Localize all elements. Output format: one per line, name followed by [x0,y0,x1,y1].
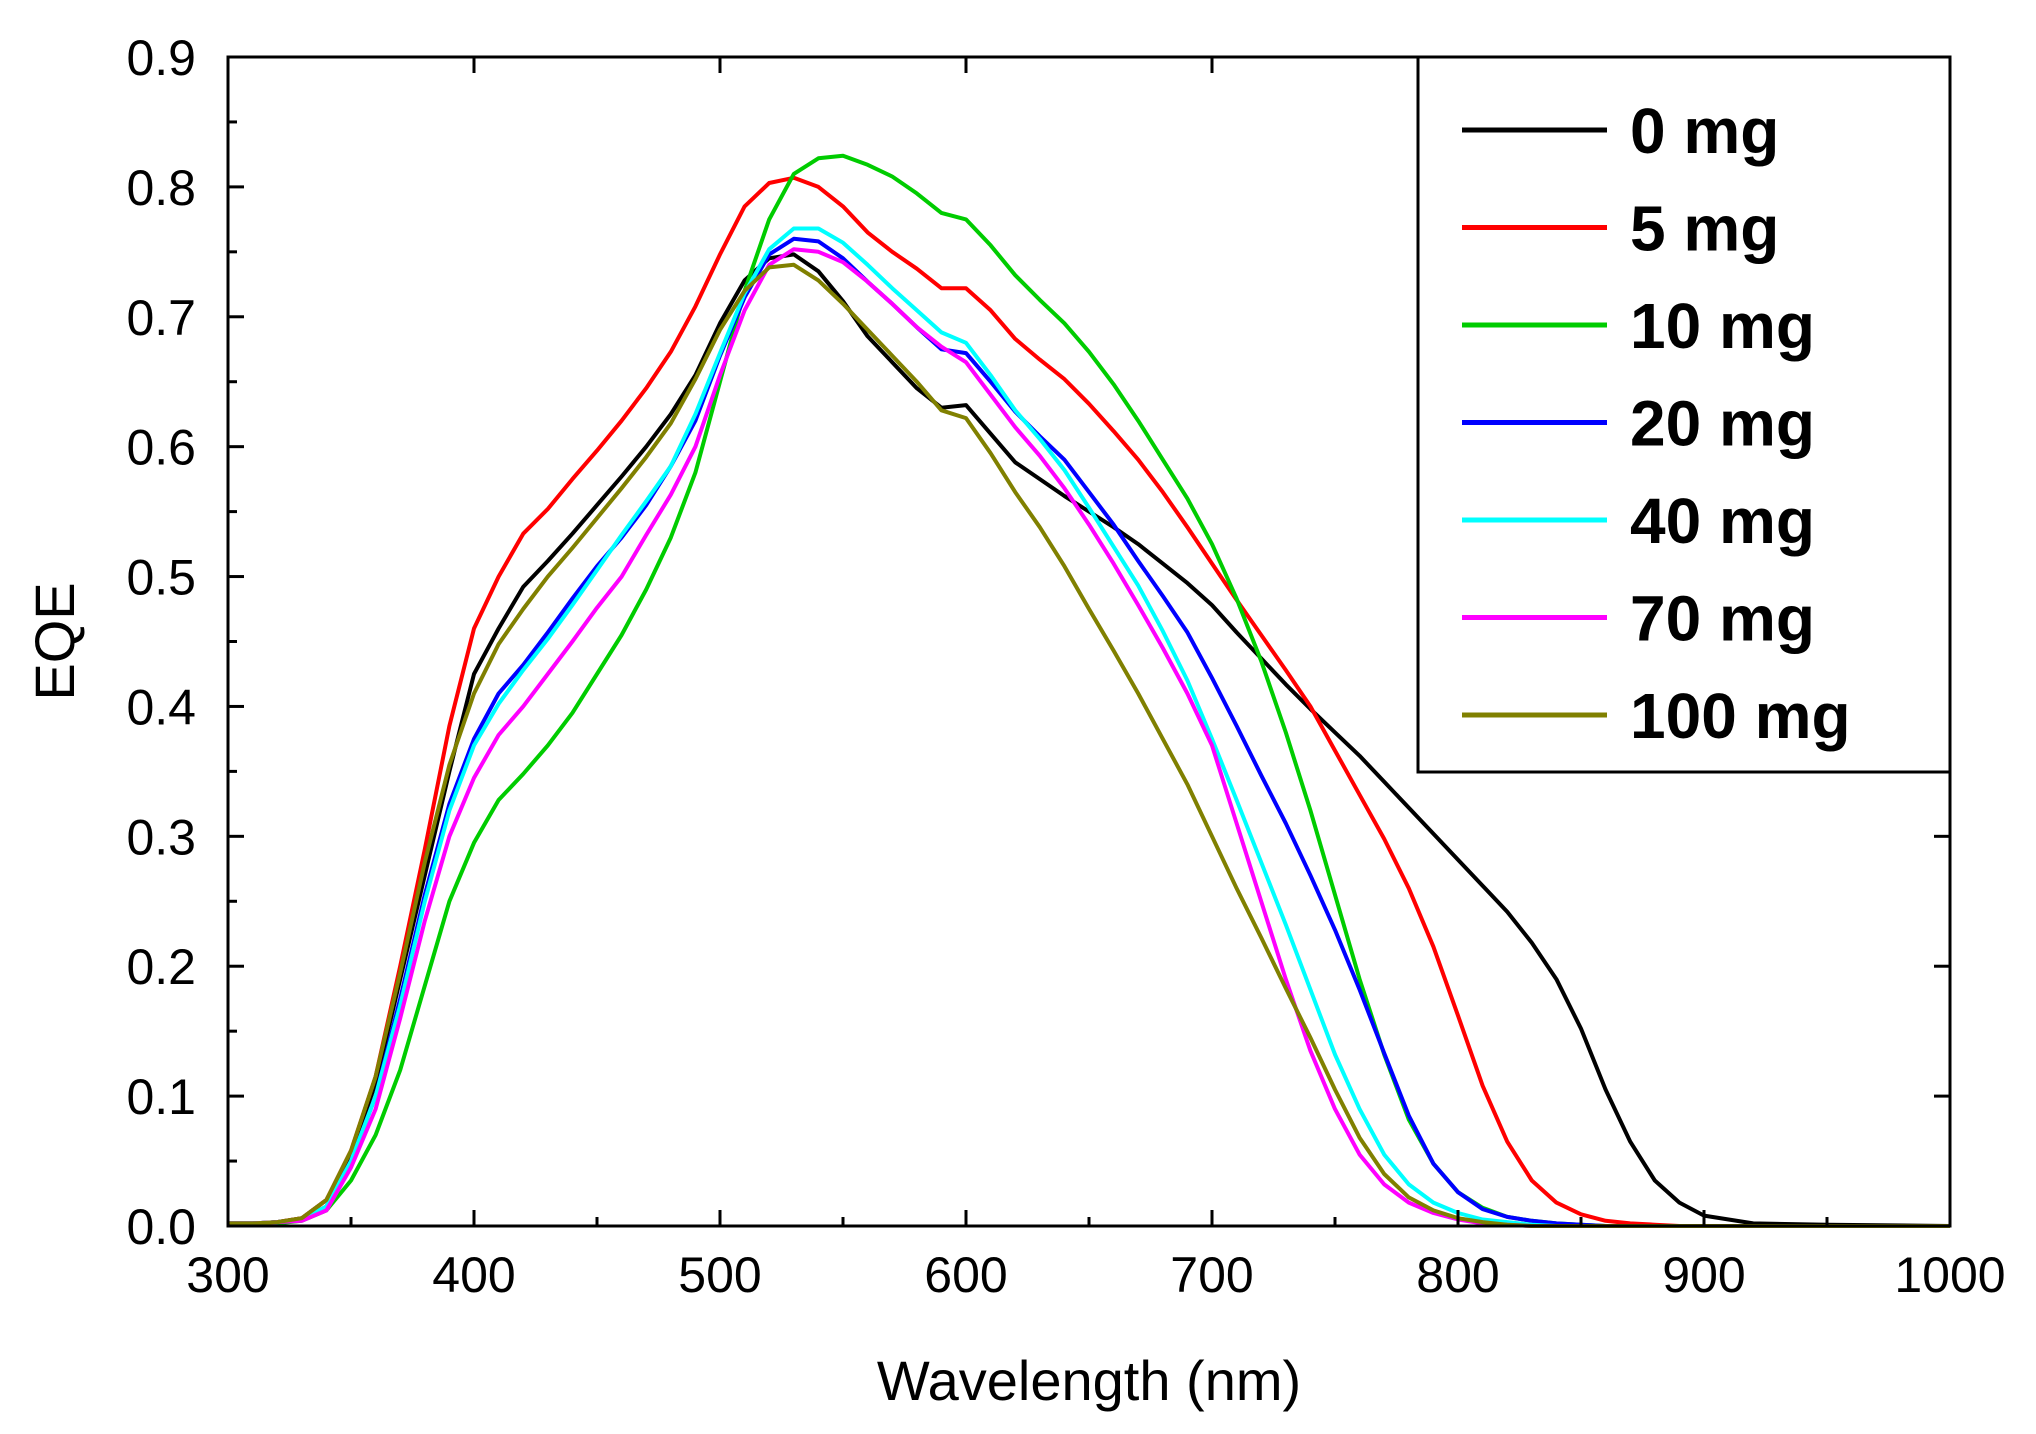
y-tick-label: 0.1 [126,1069,196,1125]
series-line-1 [228,175,1950,1228]
y-tick-label: 0.7 [126,290,196,346]
series-layer [228,153,1951,1228]
legend-label: 20 mg [1630,388,1815,460]
x-tick-label: 600 [924,1247,1007,1303]
x-tick-label: 900 [1662,1247,1745,1303]
axes-layer: 300 400 500 600 700 800 900 1000 0.0 0.1 0.2 0.3 0.4… [126,30,2005,1303]
x-tick-label: 400 [432,1247,515,1303]
series-line-3 [228,236,1950,1228]
y-axis-title: EQE [23,582,86,700]
x-tick-label: 500 [678,1247,761,1303]
legend-label: 5 mg [1630,193,1779,265]
y-tick-label: 0.4 [126,679,196,735]
x-tick-label: 700 [1170,1247,1253,1303]
x-tick-label: 800 [1416,1247,1499,1303]
y-tick-label: 0.9 [126,30,196,86]
y-tick-label: 0.5 [126,550,196,606]
y-tick-label: 0.6 [126,420,196,476]
x-tick-label: 300 [186,1247,269,1303]
legend-label: 100 mg [1630,680,1851,752]
x-axis-title: Wavelength (nm) [877,1349,1301,1412]
y-tick-label: 0.3 [126,809,196,865]
legend-label: 0 mg [1630,95,1779,167]
legend-box [1416,55,1952,774]
x-tick-label: 1000 [1894,1247,2005,1303]
legend-label: 40 mg [1630,485,1815,557]
series-line-0 [228,252,1951,1228]
y-tick-label: 0.0 [126,1199,196,1255]
legend-label: 70 mg [1630,583,1815,655]
y-tick-label: 0.8 [126,160,196,216]
y-tick-label: 0.2 [126,939,196,995]
legend-label: 10 mg [1630,290,1815,362]
legend: 0 mg 5 mg 10 mg 20 mg 40 mg 70 mg 100 mg [1416,55,1952,774]
